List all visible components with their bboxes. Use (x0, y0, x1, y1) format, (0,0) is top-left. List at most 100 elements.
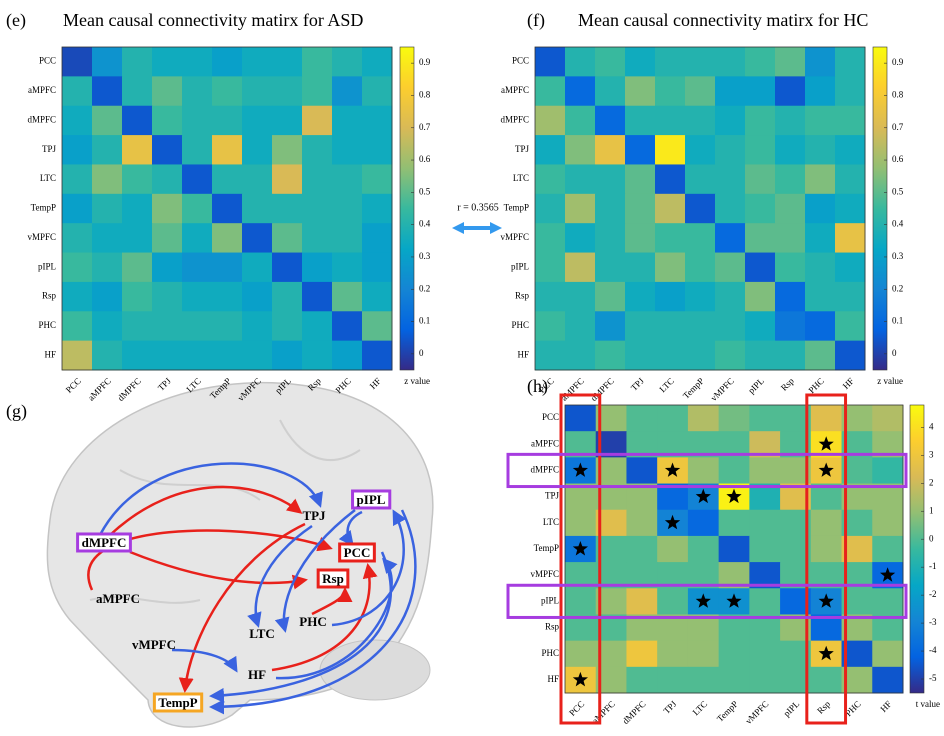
heatmap-cell (122, 164, 153, 194)
heatmap-cell (811, 536, 842, 563)
heatmap-cell (872, 510, 903, 537)
heatmap-cell (212, 223, 243, 253)
heatmap-cell (835, 194, 866, 224)
node-label: PHC (299, 614, 326, 629)
colorbar-tick-label: 0.8 (892, 90, 904, 100)
heatmap-cell (272, 47, 303, 77)
colorbar-tick-label: 0.8 (419, 90, 431, 100)
heatmap-cell (92, 47, 123, 77)
panel-label: (h) (527, 376, 548, 397)
heatmap-cell (62, 223, 93, 253)
heatmap-cell (626, 510, 657, 537)
heatmap-cell (535, 223, 566, 253)
cerebellum (320, 640, 430, 700)
heatmap-cell (688, 667, 719, 694)
heatmap-cell (595, 253, 626, 283)
heatmap-cell (182, 311, 213, 341)
colorbar-label: z value (877, 376, 903, 386)
heatmap-cell (62, 76, 93, 106)
heatmap-cell (835, 76, 866, 106)
heatmap-cell (182, 135, 213, 165)
x-tick-label: HF (368, 376, 383, 391)
y-tick-label: TempP (504, 203, 529, 213)
heatmap-cell (749, 667, 780, 694)
heatmap-cell (242, 135, 273, 165)
node-label: dMPFC (82, 535, 127, 550)
heatmap-cell (92, 135, 123, 165)
x-tick-label: PHC (333, 376, 352, 395)
heatmap-cell (362, 253, 393, 283)
heatmap-cell (835, 106, 866, 136)
heatmap-cell (719, 457, 750, 484)
y-tick-label: vMPFC (500, 232, 529, 242)
heatmap-cell (242, 164, 273, 194)
y-tick-label: TempP (534, 543, 559, 553)
heatmap-cell (92, 164, 123, 194)
heatmap-cell (182, 282, 213, 312)
y-tick-label: pIPL (38, 261, 56, 271)
x-tick-label: PCC (64, 376, 83, 395)
heatmap-cell (332, 223, 363, 253)
colorbar-label: z value (404, 376, 430, 386)
heatmap-cell (362, 135, 393, 165)
heatmap-cell (152, 253, 183, 283)
heatmap-cell (745, 135, 776, 165)
x-tick-label: HF (878, 699, 893, 714)
heatmap-cell (775, 164, 806, 194)
heatmap-cell (272, 282, 303, 312)
heatmap-cell (565, 253, 596, 283)
x-tick-label: LTC (657, 376, 676, 395)
heatmap-cell (565, 135, 596, 165)
y-tick-label: pIPL (511, 261, 529, 271)
heatmap-cell (62, 135, 93, 165)
heatmap-cell (719, 667, 750, 694)
heatmap-cell (715, 253, 746, 283)
heatmap-cell (805, 76, 836, 106)
heatmap-cell (302, 76, 333, 106)
x-tick-label: LTC (691, 699, 710, 718)
heatmap-cell (302, 194, 333, 224)
heatmap-cell (92, 282, 123, 312)
heatmap-cell (805, 282, 836, 312)
heatmap-cell (745, 311, 776, 341)
colorbar-tick-label: -5 (929, 673, 937, 683)
heatmap-cell (212, 47, 243, 77)
heatmap-cell (625, 223, 656, 253)
heatmap-cell (152, 106, 183, 136)
heatmap-cell (688, 405, 719, 432)
correlation-annotation: r = 0.3565 (457, 202, 498, 213)
heatmap-cell (775, 253, 806, 283)
heatmap-cell (775, 223, 806, 253)
heatmap-cell (565, 341, 596, 371)
heatmap-cell (715, 47, 746, 77)
heatmap-cell (62, 282, 93, 312)
heatmap-cell (775, 194, 806, 224)
heatmap-cell (872, 667, 903, 694)
heatmap-cell (595, 135, 626, 165)
heatmap-cell (715, 223, 746, 253)
heatmap-cell (749, 641, 780, 668)
colorbar-tick-label: 0.5 (419, 186, 431, 196)
node-label: PCC (344, 545, 371, 560)
heatmap-cell (122, 76, 153, 106)
heatmap-cell (715, 135, 746, 165)
colorbar-tick-label: 3 (929, 449, 934, 459)
heatmap-cell (152, 135, 183, 165)
y-tick-label: HF (517, 349, 529, 359)
y-tick-label: PCC (542, 412, 559, 422)
heatmap-cell (212, 106, 243, 136)
heatmap-cell (332, 282, 363, 312)
colorbar-tick-label: 0 (419, 348, 424, 358)
heatmap-cell (152, 282, 183, 312)
heatmap-cell (535, 311, 566, 341)
heatmap-cell (655, 223, 686, 253)
heatmap-cell (152, 47, 183, 77)
heatmap-cell (595, 341, 626, 371)
node-label: HF (248, 667, 266, 682)
heatmap-cell (626, 536, 657, 563)
heatmap-cell (242, 253, 273, 283)
heatmap-cell (655, 106, 686, 136)
heatmap-cell (62, 164, 93, 194)
heatmap-cell (625, 76, 656, 106)
heatmap-cell (745, 341, 776, 371)
